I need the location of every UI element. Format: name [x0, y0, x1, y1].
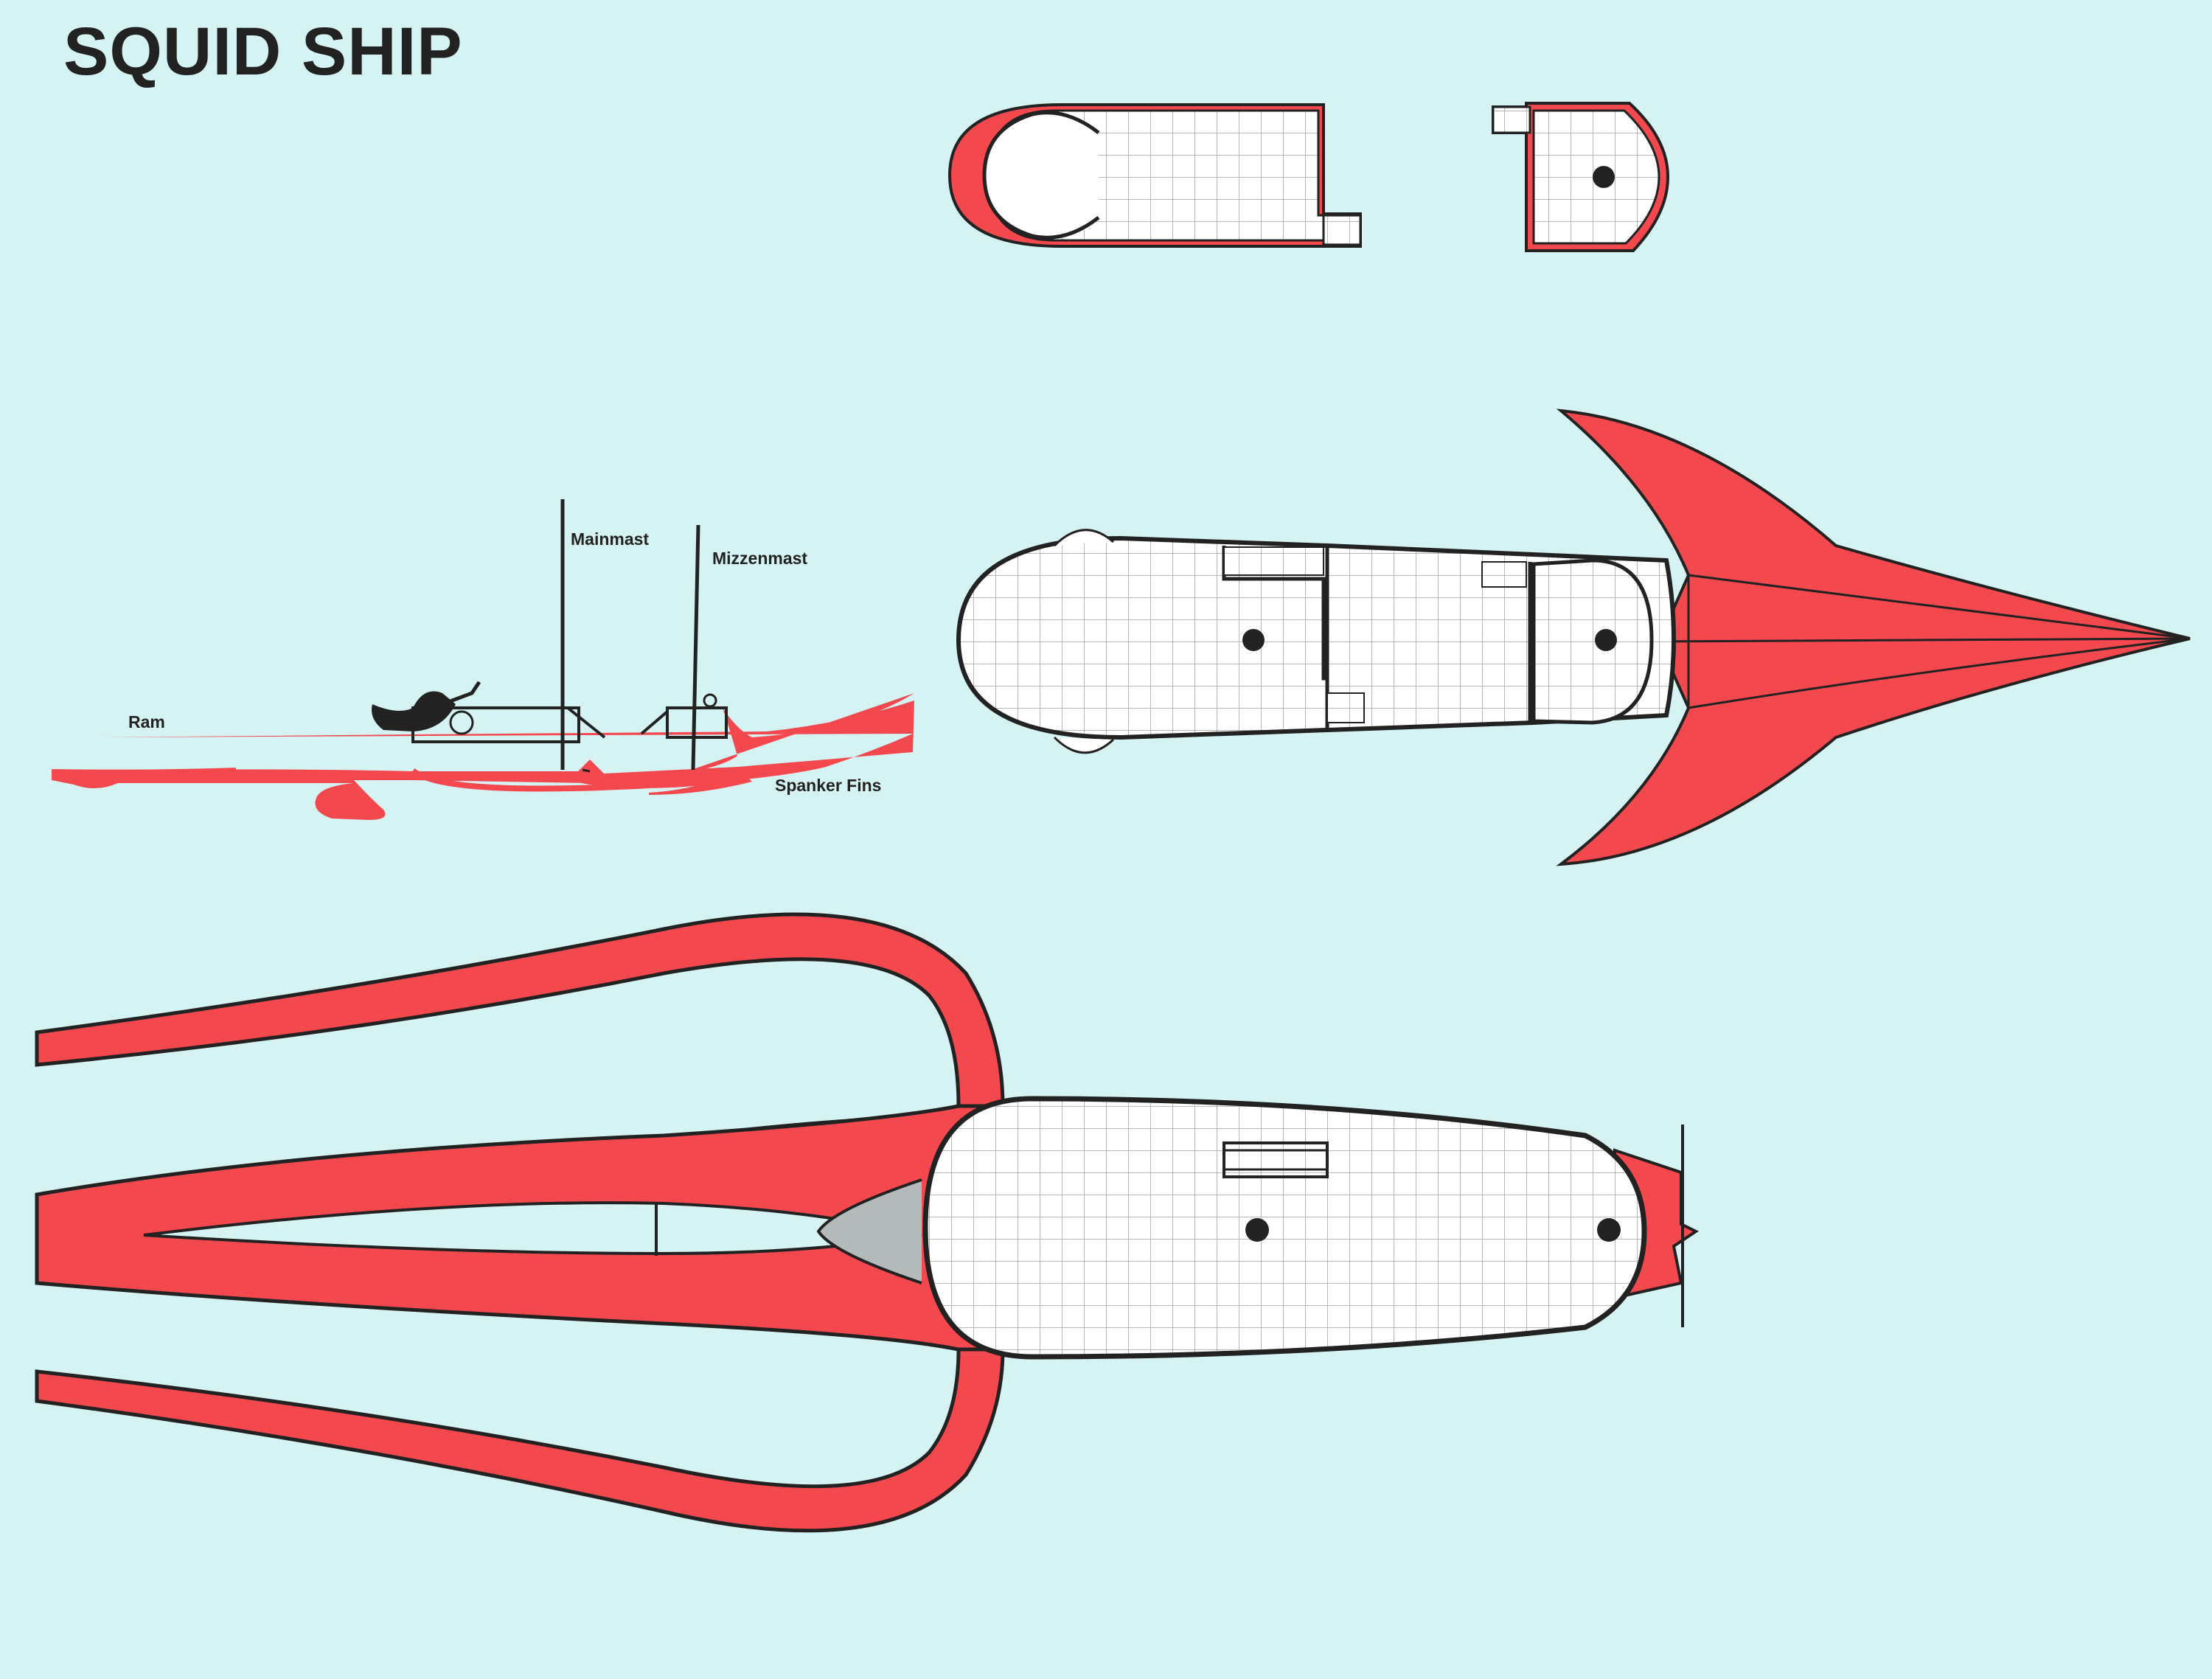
spanker-fins — [649, 767, 752, 795]
upper-deck-plan-poop — [1492, 102, 1670, 252]
stairs — [1481, 561, 1527, 588]
stairs — [1223, 546, 1324, 576]
mast-step — [1245, 1218, 1269, 1242]
mast-step — [1595, 629, 1617, 651]
label-mainmast: Mainmast — [571, 529, 649, 549]
label-mizzenmast: Mizzenmast — [712, 549, 807, 568]
mizzenmast — [691, 524, 700, 771]
page-title: SQUID SHIP — [63, 14, 463, 89]
stairs — [1326, 692, 1365, 723]
mast-step — [1242, 629, 1265, 651]
mast-step — [1597, 1218, 1621, 1242]
main-deck-plan — [956, 409, 2191, 866]
label-spanker-fins: Spanker Fins — [775, 776, 881, 795]
side-elevation: Mainmast Mizzenmast Ram Spanker Fins — [51, 499, 914, 820]
capstan — [449, 710, 474, 735]
main-hull-deck — [922, 1096, 1647, 1360]
upper-tentacle — [35, 912, 1005, 1108]
mast-step — [1593, 166, 1615, 188]
lower-tentacle — [35, 1347, 1005, 1533]
stairs — [1222, 1141, 1329, 1178]
stairs — [1492, 105, 1531, 134]
label-ram: Ram — [128, 712, 165, 731]
upper-deck-plan-forecastle — [947, 103, 1362, 248]
hull-plan-with-tentacles — [35, 912, 1699, 1533]
stairs — [1322, 214, 1362, 246]
ram — [52, 769, 590, 820]
